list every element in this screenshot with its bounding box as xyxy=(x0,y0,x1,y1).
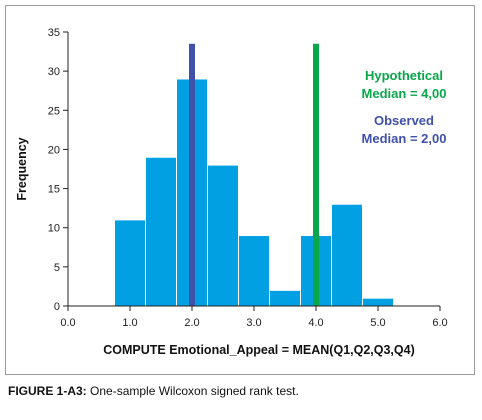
y-tick-label: 35 xyxy=(48,27,60,39)
observed-annotation-line: Observed xyxy=(374,113,434,128)
x-tick-label: 6.0 xyxy=(432,317,447,329)
histogram-chart: 0 5 10 15 20 25 30 35 0.0 1.0 2.0 3.0 4.0 5.0 6.0 Frequ… xyxy=(15,27,448,357)
y-tick-label: 25 xyxy=(48,105,60,117)
y-tick-label: 20 xyxy=(48,144,60,156)
observed-annotation-line: Median = 2,00 xyxy=(362,131,447,146)
y-tick-label: 30 xyxy=(48,66,60,78)
x-tick-label: 2.0 xyxy=(184,317,199,329)
histogram-bar-5 xyxy=(269,289,301,307)
hypothetical-annotation-line: Hypothetical xyxy=(365,68,443,83)
figure-caption: FIGURE 1-A3: One-sample Wilcoxon signed … xyxy=(8,384,299,398)
y-axis-title: Frequency xyxy=(15,137,29,200)
y-tick-label: 5 xyxy=(54,262,60,274)
histogram-bar-0 xyxy=(114,219,146,307)
x-tick-label: 4.0 xyxy=(308,317,323,329)
x-tick-label: 0.0 xyxy=(60,317,75,329)
histogram-bar-4 xyxy=(238,235,270,307)
x-tick-label: 3.0 xyxy=(246,317,261,329)
hypothetical-annotation-line: Median = 4,00 xyxy=(362,86,447,101)
x-axis-title: COMPUTE Emotional_Appeal = MEAN(Q1,Q2,Q3… xyxy=(103,343,415,357)
histogram-bar-1 xyxy=(145,156,177,307)
caption-text: One-sample Wilcoxon signed rank test. xyxy=(86,384,299,398)
y-tick-label: 10 xyxy=(48,223,60,235)
y-tick-label: 0 xyxy=(54,301,60,313)
histogram-bar-7 xyxy=(331,203,363,307)
x-tick-label: 1.0 xyxy=(122,317,137,329)
histogram-bar-3 xyxy=(207,164,239,307)
chart-frame xyxy=(5,5,475,375)
histogram-bar-8 xyxy=(362,297,394,307)
y-tick-label: 15 xyxy=(48,184,60,196)
x-tick-label: 5.0 xyxy=(370,317,385,329)
caption-label: FIGURE 1-A3: xyxy=(8,384,87,398)
